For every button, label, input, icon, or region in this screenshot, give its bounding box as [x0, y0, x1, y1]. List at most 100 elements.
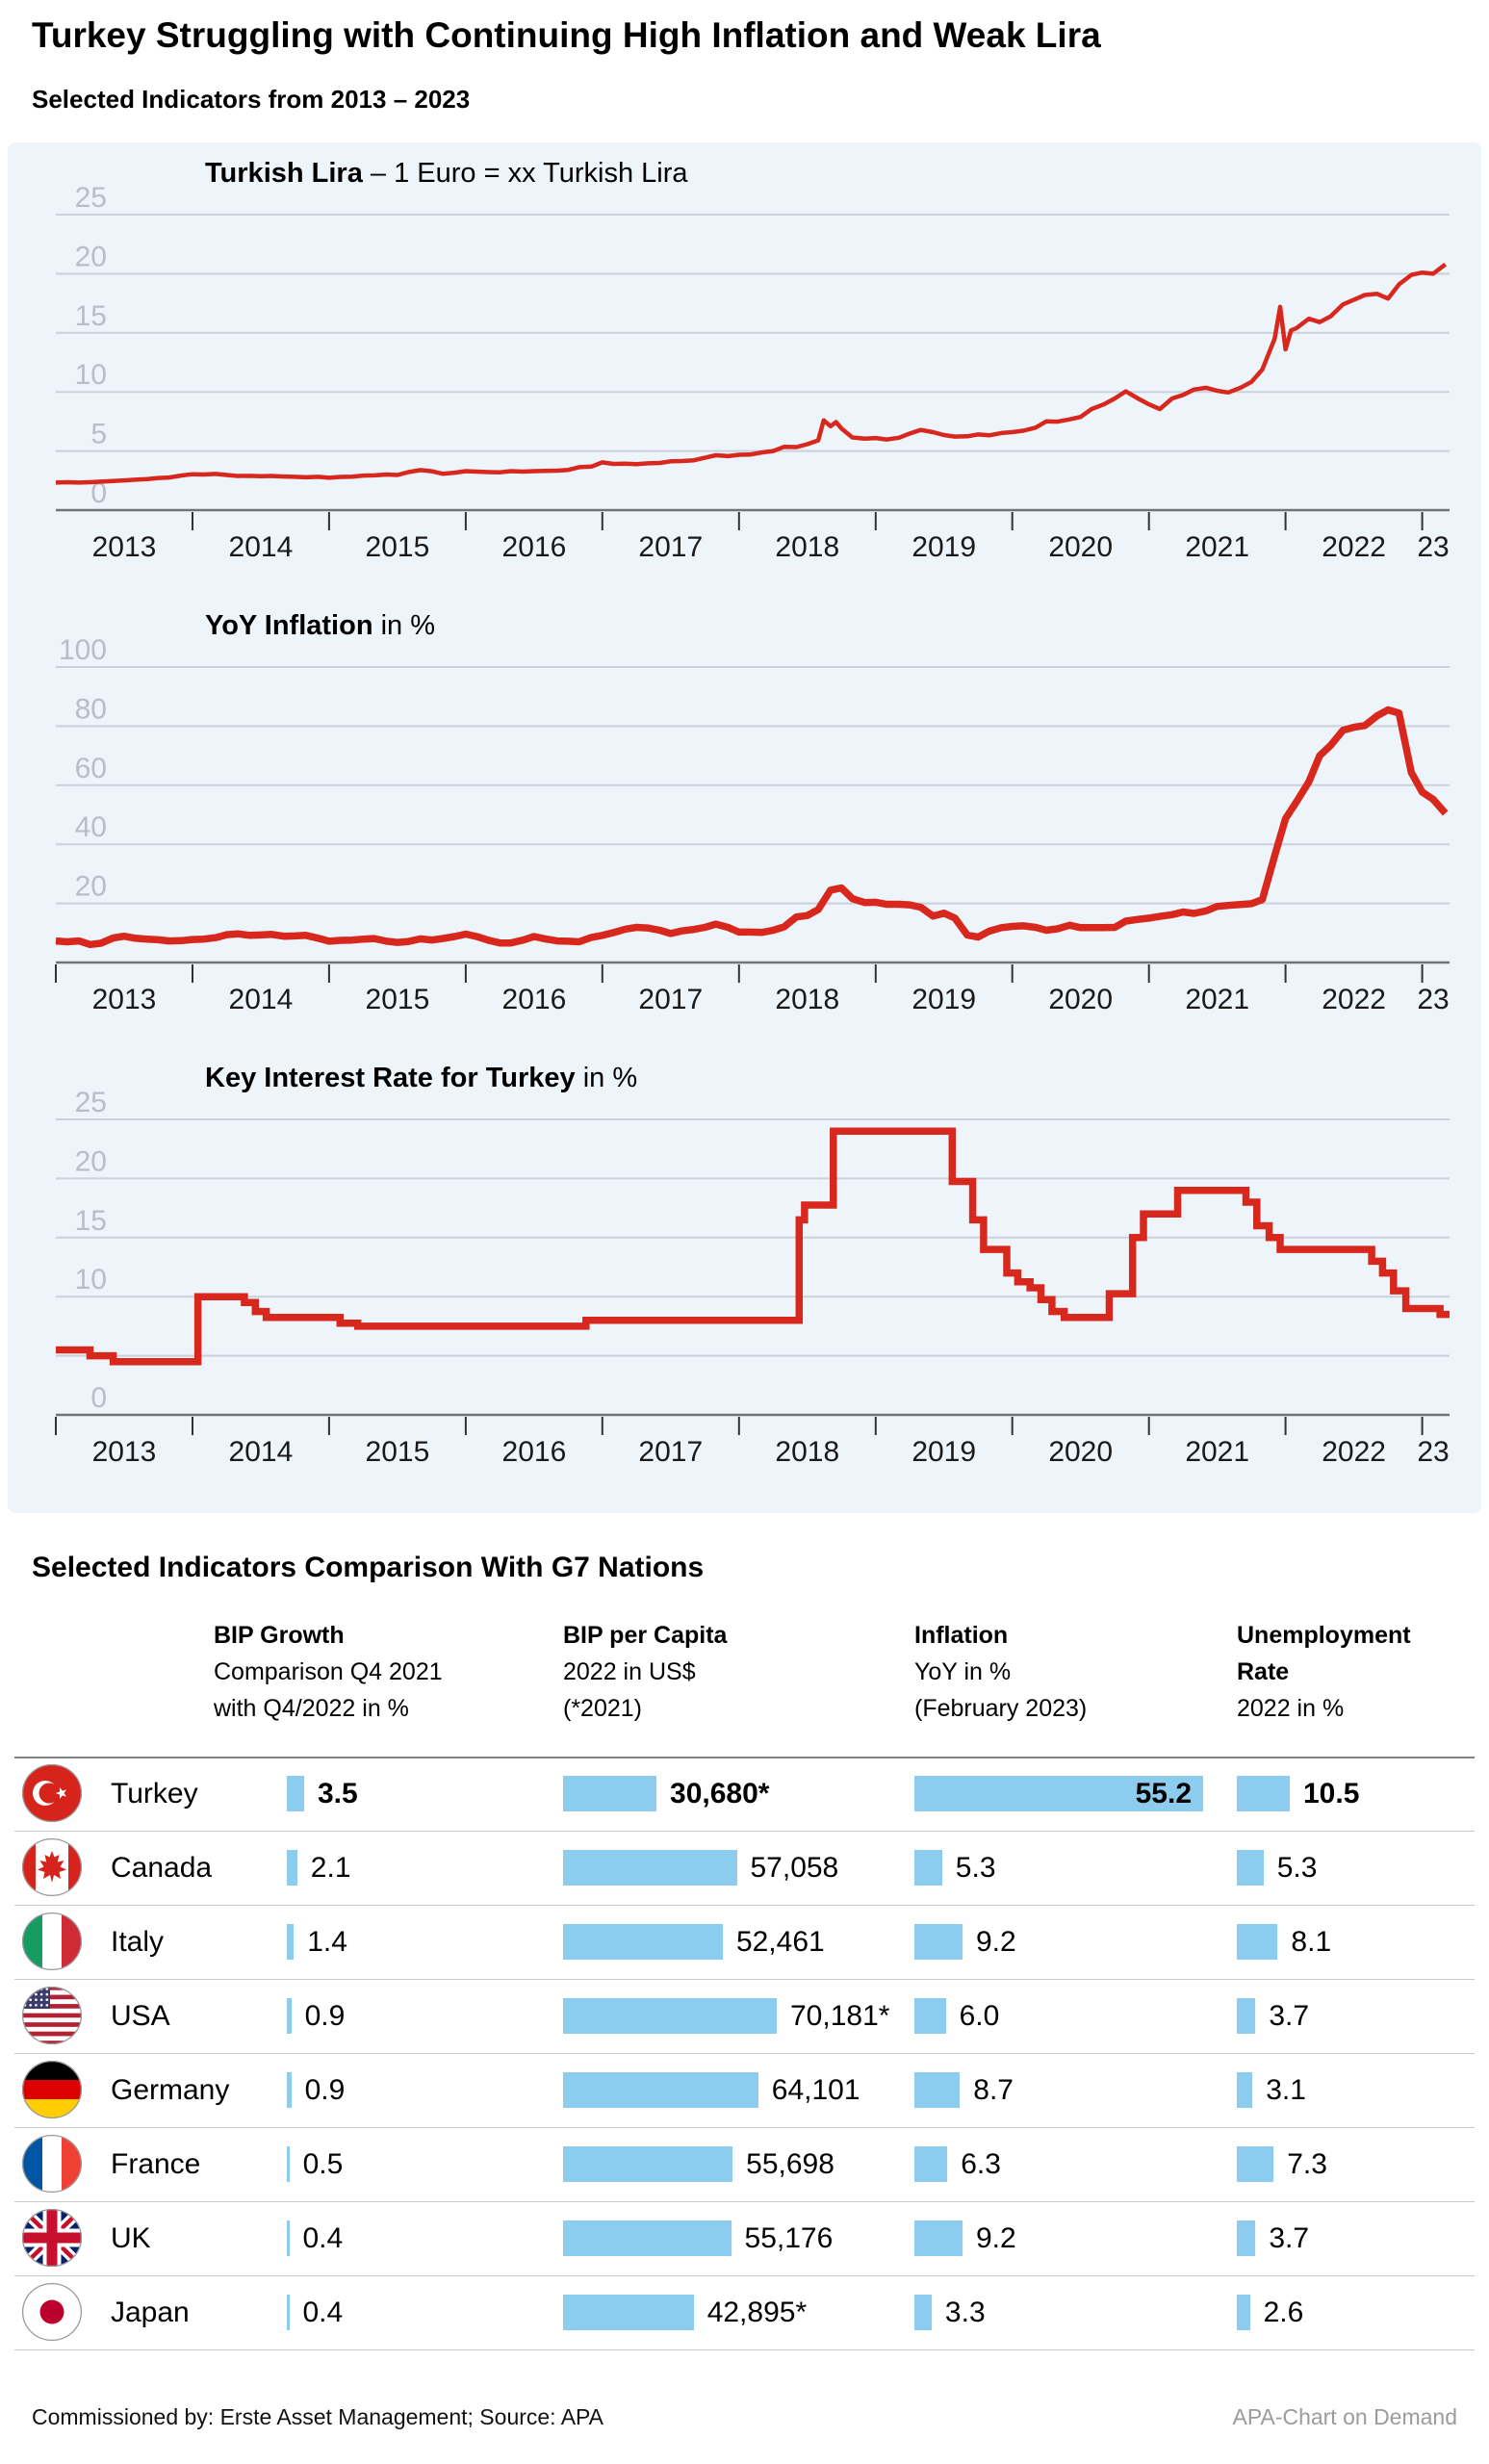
svg-text:2016: 2016: [502, 984, 567, 1015]
unemployment-bar: [1237, 2146, 1274, 2182]
svg-text:2019: 2019: [911, 531, 976, 563]
inflation-value: 3.3: [944, 2296, 986, 2328]
unemployment-value: 3.7: [1269, 2221, 1310, 2254]
table-column-header-line: (February 2023): [914, 1695, 1088, 1722]
inflation-value: 8.7: [973, 2073, 1014, 2106]
svg-text:2021: 2021: [1185, 531, 1249, 563]
table-title: Selected Indicators Comparison With G7 N…: [32, 1552, 705, 1583]
growth-value: 0.5: [302, 2147, 344, 2180]
svg-text:80: 80: [75, 693, 107, 725]
turkey-flag: [21, 1763, 83, 1823]
unemployment-bar: [1237, 2072, 1253, 2108]
svg-text:2016: 2016: [502, 531, 567, 563]
table-column-header: Inflation YoY in % (February 2023): [914, 1617, 1087, 1727]
country-label: Germany: [111, 2073, 230, 2106]
growth-bar: [287, 1850, 297, 1886]
growth-value: 2.1: [310, 1851, 351, 1884]
growth-value: 0.4: [302, 2296, 344, 2328]
svg-text:2018: 2018: [775, 1436, 839, 1468]
svg-text:2022: 2022: [1322, 531, 1386, 563]
inflation-chart-title: YoY Inflation in %: [205, 610, 435, 642]
svg-text:2015: 2015: [366, 1436, 430, 1468]
inflation-chart-title-bold: YoY Inflation: [205, 610, 373, 641]
capita-value: 55,176: [744, 2221, 834, 2254]
table-row: Germany 0.9 64,101 8.7 3.1: [0, 2053, 1489, 2127]
japan-flag: [21, 2282, 83, 2342]
table-row: USA 0.9 70,181* 6.0 3.7: [0, 1979, 1489, 2053]
growth-value: 3.5: [318, 1777, 358, 1810]
capita-bar: [563, 2295, 694, 2330]
unemployment-value: 7.3: [1287, 2147, 1327, 2180]
capita-bar: [563, 1850, 737, 1886]
table-row: UK 0.4 55,176 9.2 3.7: [0, 2201, 1489, 2275]
country-label: Canada: [111, 1851, 213, 1884]
unemployment-bar: [1237, 1850, 1264, 1886]
growth-value: 0.4: [302, 2221, 344, 2254]
table-divider: [14, 2275, 1475, 2276]
table-divider: [14, 2349, 1475, 2350]
capita-value: 70,181*: [790, 1999, 890, 2032]
country-label: Japan: [111, 2296, 190, 2328]
capita-bar: [563, 2220, 732, 2256]
lira-chart-title-rest: – 1 Euro = xx Turkish Lira: [362, 158, 688, 189]
page-subtitle: Selected Indicators from 2013 – 2023: [32, 85, 471, 114]
inflation-bar: [914, 1776, 1203, 1811]
table-column-header: BIP Growth Comparison Q4 2021 with Q4/2022…: [214, 1617, 443, 1727]
usa-flag: [21, 1986, 83, 2045]
svg-text:0: 0: [90, 477, 107, 509]
capita-bar: [563, 1776, 656, 1811]
inflation-value: 9.2: [976, 1925, 1016, 1958]
lira-chart-title-bold: Turkish Lira: [205, 158, 363, 189]
svg-text:25: 25: [75, 1087, 107, 1118]
country-label: France: [111, 2147, 201, 2180]
svg-text:5: 5: [90, 419, 107, 450]
table-column-header-line: Inflation: [914, 1622, 1009, 1649]
table-column-header: BIP per Capita 2022 in US$ (*2021): [563, 1617, 727, 1727]
svg-text:40: 40: [75, 811, 107, 843]
lira-chart-title: Turkish Lira – 1 Euro = xx Turkish Lira: [205, 158, 688, 190]
capita-bar: [563, 2072, 758, 2108]
svg-text:20: 20: [75, 1145, 107, 1177]
unemployment-bar: [1237, 2295, 1250, 2330]
svg-text:2022: 2022: [1322, 1436, 1386, 1468]
unemployment-value: 8.1: [1291, 1925, 1332, 1958]
country-label: UK: [111, 2221, 151, 2254]
capita-bar: [563, 1998, 777, 2034]
country-label: USA: [111, 1999, 170, 2032]
unemployment-value: 10.5: [1303, 1777, 1360, 1810]
unemployment-value: 2.6: [1263, 2296, 1304, 2328]
svg-text:23: 23: [1417, 531, 1449, 563]
growth-bar: [287, 1776, 304, 1811]
svg-text:100: 100: [59, 634, 107, 666]
svg-text:2019: 2019: [911, 984, 976, 1015]
interest-rate-chart-title-rest: in %: [575, 1063, 638, 1093]
unemployment-value: 5.3: [1276, 1851, 1318, 1884]
table-divider: [14, 1979, 1475, 1980]
table-row: Canada 2.1 57,058 5.3 5.3: [0, 1831, 1489, 1905]
inflation-chart: 20 40 60 80 100 2013 2014 2015 2016 2017 2018 2019 2…: [8, 597, 1481, 1049]
table-column-header-line: 2022 in US$: [563, 1658, 696, 1685]
interest-rate-chart: 0 10 15 20 25 2013 2014 2015 2016 2017 2018 2019 202…: [8, 1049, 1481, 1502]
unemployment-bar: [1237, 1998, 1256, 2034]
inflation-bar: [914, 1998, 946, 2034]
inflation-bar: [914, 1924, 963, 1960]
page-title: Turkey Struggling with Continuing High I…: [32, 15, 1101, 55]
canada-flag: [21, 1837, 83, 1897]
inflation-value: 5.3: [955, 1851, 996, 1884]
svg-text:20: 20: [75, 241, 107, 272]
capita-bar: [563, 2146, 733, 2182]
table-divider: [14, 1831, 1475, 1832]
svg-text:10: 10: [75, 359, 107, 391]
svg-text:10: 10: [75, 1264, 107, 1296]
inflation-bar: [914, 2072, 961, 2108]
inflation-value: 55.2: [1135, 1777, 1192, 1810]
capita-bar: [563, 1924, 723, 1960]
capita-value: 30,680*: [670, 1777, 770, 1810]
svg-text:2019: 2019: [911, 1436, 976, 1468]
capita-value: 42,895*: [706, 2296, 808, 2328]
capita-value: 52,461: [735, 1925, 825, 1958]
svg-text:20: 20: [75, 871, 107, 903]
svg-text:2015: 2015: [366, 984, 430, 1015]
svg-text:2017: 2017: [638, 1436, 703, 1468]
table-column-header-line: Unemployment: [1237, 1622, 1411, 1649]
